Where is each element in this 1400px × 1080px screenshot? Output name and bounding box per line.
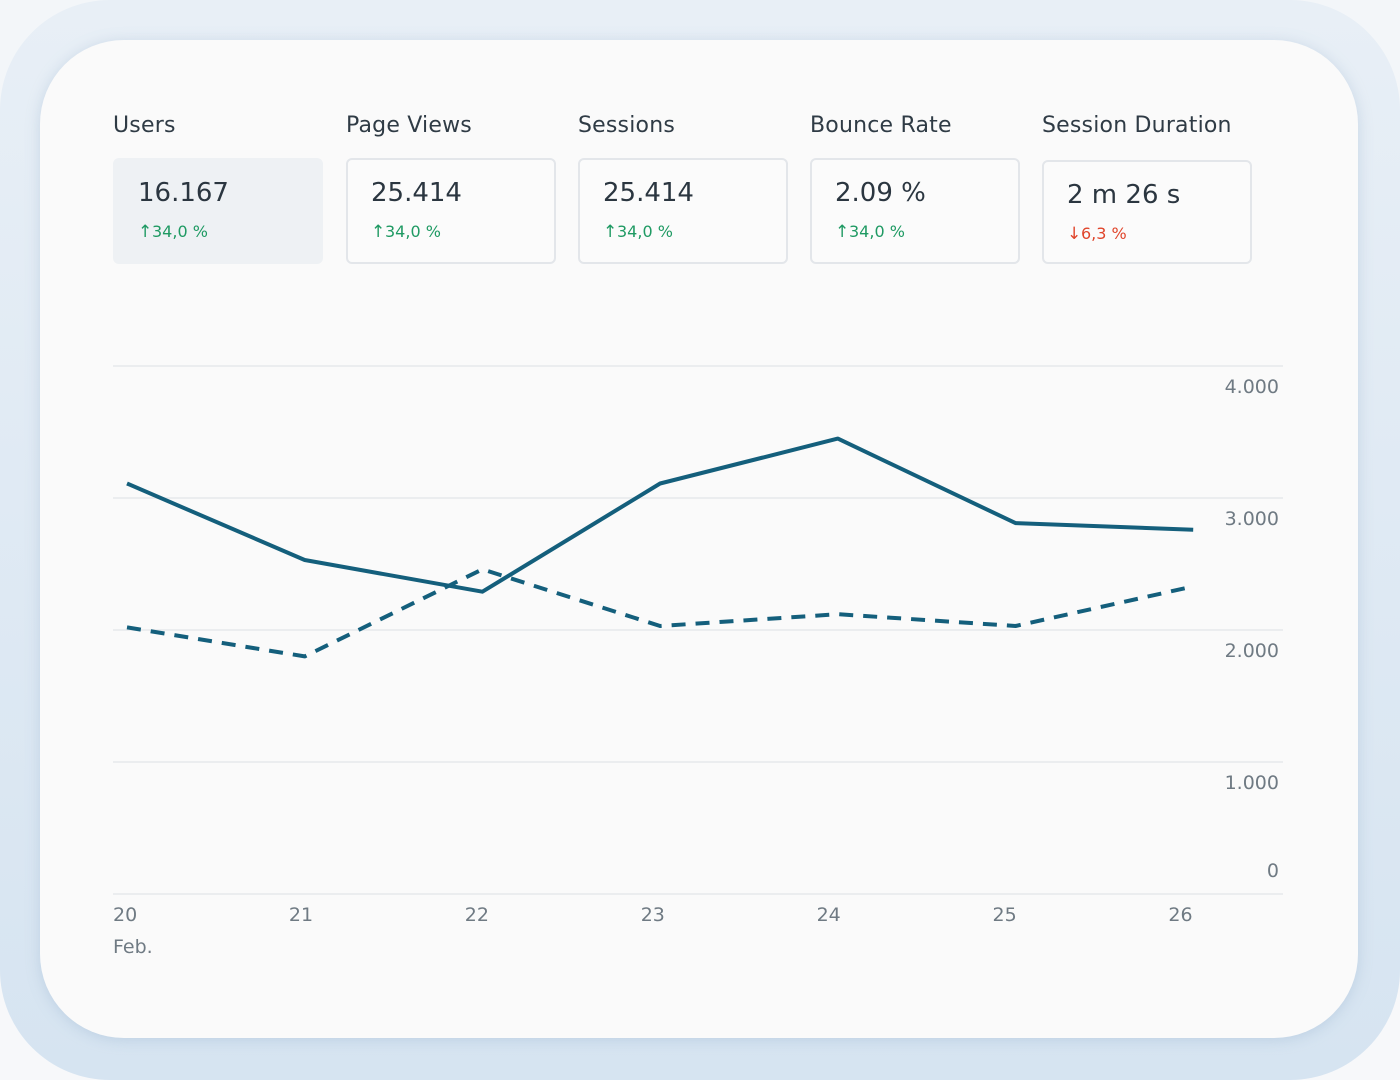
y-axis-ticks: 0 1.000 2.000 3.000 4.000: [1225, 376, 1279, 882]
metric-delta: ↑34,0 %: [138, 222, 208, 242]
metric-label: Sessions: [578, 113, 676, 138]
metric-delta: ↑34,0 %: [371, 222, 441, 242]
metric-delta: ↓6,3 %: [1067, 224, 1127, 244]
x-axis-ticks: 20 21 22 23 24 25 26 Feb.: [113, 904, 1193, 958]
x-tick-label: 23: [641, 904, 665, 926]
metric-value: 2.09 %: [835, 178, 926, 208]
metric-value: 25.414: [371, 178, 462, 208]
metric-label: Page Views: [346, 113, 472, 138]
y-tick-label: 1.000: [1225, 772, 1279, 794]
x-tick-label: 26: [1168, 904, 1192, 926]
metric-label: Bounce Rate: [810, 113, 952, 138]
metric-label: Session Duration: [1042, 113, 1232, 138]
series-line-dashed: [126, 567, 1194, 659]
metric-value: 2 m 26 s: [1067, 180, 1181, 210]
arrow-up-icon: ↑: [603, 222, 618, 242]
x-tick-label: 25: [993, 904, 1017, 926]
metric-card-sessions[interactable]: 25.414 ↑34,0 %: [578, 158, 788, 264]
arrow-up-icon: ↑: [371, 222, 386, 242]
arrow-down-icon: ↓: [1067, 224, 1082, 244]
series-line-solid: [126, 436, 1194, 594]
metric-delta: ↑34,0 %: [603, 222, 673, 242]
metric-card-session-duration[interactable]: 2 m 26 s ↓6,3 %: [1042, 160, 1252, 264]
x-axis-sublabel: Feb.: [113, 936, 153, 958]
x-tick-label: 21: [289, 904, 313, 926]
arrow-up-icon: ↑: [138, 222, 153, 242]
y-tick-label: 3.000: [1225, 508, 1279, 530]
metric-label: Users: [113, 113, 176, 138]
metric-card-users[interactable]: 16.167 ↑34,0 %: [113, 158, 323, 264]
y-tick-label: 2.000: [1225, 640, 1279, 662]
series-lines: [126, 436, 1194, 659]
y-tick-label: 0: [1267, 860, 1279, 882]
grid: [113, 365, 1283, 895]
y-tick-label: 4.000: [1225, 376, 1279, 398]
metric-card-bounce-rate[interactable]: 2.09 % ↑34,0 %: [810, 158, 1020, 264]
x-tick-label: 24: [817, 904, 841, 926]
arrow-up-icon: ↑: [835, 222, 850, 242]
metric-delta: ↑34,0 %: [835, 222, 905, 242]
metric-card-page-views[interactable]: 25.414 ↑34,0 %: [346, 158, 556, 264]
metric-value: 25.414: [603, 178, 694, 208]
metric-value: 16.167: [138, 178, 229, 208]
x-tick-label: 20: [113, 904, 137, 926]
x-tick-label: 22: [465, 904, 489, 926]
